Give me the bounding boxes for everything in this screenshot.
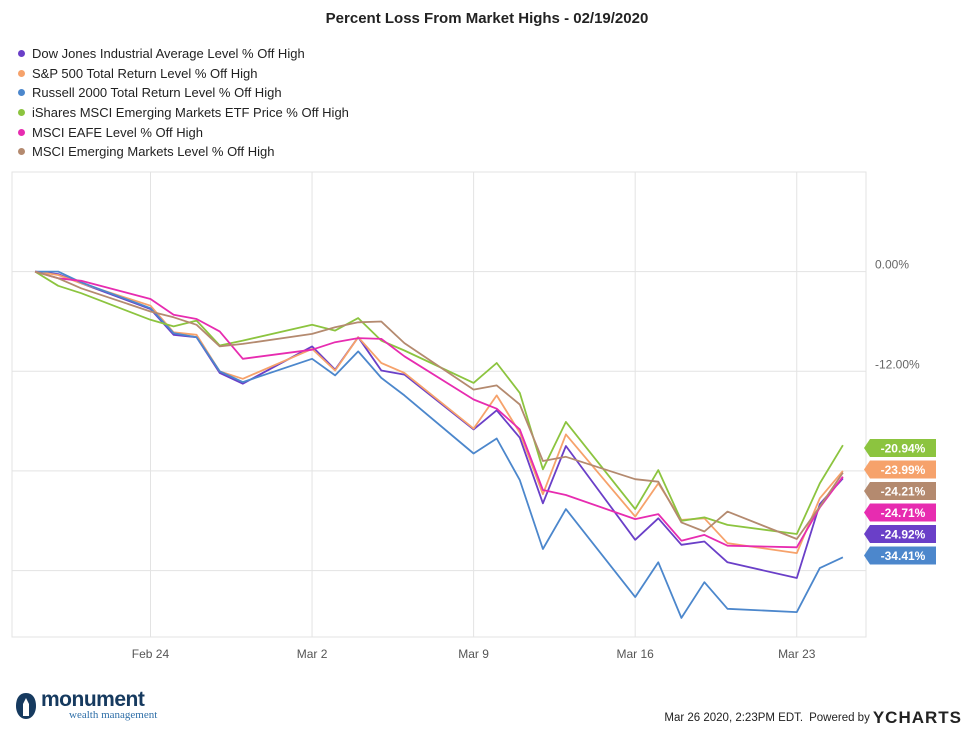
x-tick-label: Mar 16 bbox=[617, 647, 655, 661]
legend-marker bbox=[18, 109, 25, 117]
end-value-label: -24.71% bbox=[881, 506, 926, 520]
legend-label: iShares MSCI Emerging Markets ETF Price … bbox=[32, 105, 349, 121]
legend-item: Dow Jones Industrial Average Level % Off… bbox=[18, 44, 349, 64]
chart-title: Percent Loss From Market Highs - 02/19/2… bbox=[325, 10, 649, 27]
monument-logo: monument wealth management bbox=[14, 688, 158, 721]
powered-by-label: Powered by bbox=[809, 712, 870, 724]
end-value-label: -34.41% bbox=[881, 549, 926, 563]
legend-label: MSCI EAFE Level % Off High bbox=[32, 124, 203, 140]
end-value-tag: -23.99% bbox=[864, 460, 936, 479]
legend-marker bbox=[18, 69, 25, 77]
legend-label: Dow Jones Industrial Average Level % Off… bbox=[32, 46, 305, 62]
legend-item: MSCI Emerging Markets Level % Off High bbox=[18, 142, 349, 162]
x-tick-label: Feb 24 bbox=[132, 647, 170, 661]
series-line bbox=[35, 270, 844, 579]
legend-marker bbox=[18, 148, 25, 156]
end-value-tag-shape bbox=[864, 460, 936, 479]
legend-item: MSCI EAFE Level % Off High bbox=[18, 122, 349, 142]
y-tick-label: 0.00% bbox=[875, 258, 909, 272]
legend-item: iShares MSCI Emerging Markets ETF Price … bbox=[18, 103, 349, 123]
ycharts-logo: YCHARTS bbox=[872, 708, 962, 727]
legend-marker bbox=[18, 89, 25, 97]
end-value-label: -23.99% bbox=[881, 463, 926, 477]
x-tick-label: Mar 2 bbox=[297, 647, 328, 661]
chart-plot: 0.00% -12.00% Feb 24 Mar 2 Mar 9 Mar 16 Mar 23… bbox=[11, 171, 936, 661]
end-value-tag-shape bbox=[864, 439, 936, 457]
end-value-label: -20.94% bbox=[881, 442, 926, 456]
end-value-label: -24.92% bbox=[881, 528, 926, 542]
end-value-tag: -24.71% bbox=[864, 503, 936, 522]
monument-logo-icon bbox=[16, 692, 36, 719]
legend-item: S&P 500 Total Return Level % Off High bbox=[18, 64, 349, 84]
series-line bbox=[34, 270, 844, 549]
x-tick-label: Mar 9 bbox=[458, 647, 489, 661]
end-value-tag: -34.41% bbox=[864, 546, 936, 565]
legend-label: Russell 2000 Total Return Level % Off Hi… bbox=[32, 85, 282, 101]
brand-name: monument bbox=[41, 688, 145, 711]
end-value-tag: -24.92% bbox=[864, 525, 936, 543]
chart-timestamp: Mar 26 2020, 2:23PM EDT. bbox=[664, 712, 804, 724]
brand-subtitle: wealth management bbox=[69, 709, 158, 721]
chart-legend: Dow Jones Industrial Average Level % Off… bbox=[18, 44, 349, 162]
end-value-tag-shape bbox=[864, 546, 936, 565]
end-value-tag-shape bbox=[864, 482, 936, 500]
plot-frame bbox=[11, 171, 867, 638]
chart-footer: Mar 26 2020, 2:23PM EDT. Powered by YCHA… bbox=[664, 708, 962, 728]
legend-marker bbox=[18, 128, 25, 136]
end-value-label: -24.21% bbox=[881, 485, 926, 499]
legend-label: MSCI Emerging Markets Level % Off High bbox=[32, 144, 275, 160]
series-line bbox=[34, 270, 844, 540]
series-line bbox=[35, 270, 844, 619]
legend-item: Russell 2000 Total Return Level % Off Hi… bbox=[18, 83, 349, 103]
y-tick-label: -12.00% bbox=[875, 357, 920, 371]
x-tick-label: Mar 23 bbox=[778, 647, 816, 661]
end-value-tag-shape bbox=[864, 525, 936, 543]
legend-marker bbox=[18, 50, 25, 58]
end-value-tag: -24.21% bbox=[864, 482, 936, 500]
end-value-tag-shape bbox=[864, 503, 936, 522]
end-value-tag: -20.94% bbox=[864, 439, 936, 457]
legend-label: S&P 500 Total Return Level % Off High bbox=[32, 65, 258, 81]
